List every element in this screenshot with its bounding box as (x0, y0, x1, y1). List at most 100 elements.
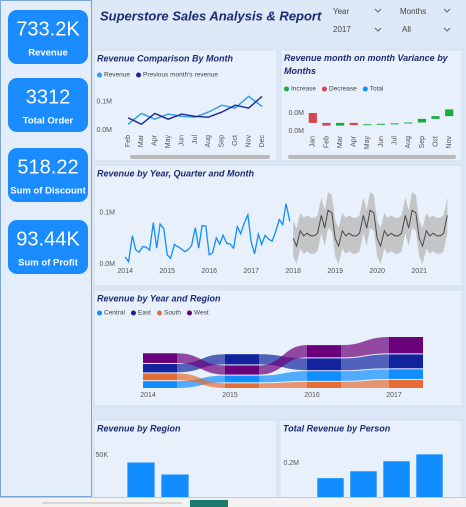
x-tick-label: Dec (259, 135, 266, 148)
legend-label: West (194, 310, 209, 317)
ribbon (259, 345, 307, 375)
line (127, 95, 263, 126)
x-tick-label: Feb (125, 135, 132, 147)
legend-swatch (130, 310, 136, 316)
legend-label: Central (104, 310, 126, 317)
ribbon-block (389, 379, 423, 388)
x-tick-label: Jul (192, 135, 199, 144)
chart-title: Revenue by Year, Quarter and Month (97, 168, 255, 178)
kpi-card (8, 78, 88, 132)
slicer-label: Year (333, 7, 350, 16)
chart-title: Total Revenue by Person (283, 423, 391, 433)
legend-label: Decrease (329, 86, 357, 93)
x-tick-label: Nov (245, 135, 252, 148)
ribbon-block (225, 375, 259, 383)
bar (317, 478, 344, 497)
kpi-card (8, 10, 88, 64)
legend-swatch (362, 86, 368, 92)
chart-title: Revenue Comparison By Month (97, 53, 234, 63)
kpi-value: 93.44K (16, 228, 80, 250)
bar (445, 109, 454, 117)
kpi-value: 3312 (26, 86, 71, 108)
kpi-value: 733.2K (16, 18, 80, 40)
y-tick-label: 0.1M (99, 210, 115, 217)
ribbon-block (307, 381, 341, 388)
x-tick-label: Feb (323, 136, 330, 148)
ribbon-block (143, 381, 177, 388)
x-tick-label: Apr (351, 135, 358, 147)
legend-swatch (136, 72, 142, 78)
legend-swatch (284, 86, 289, 92)
ribbon-block (225, 354, 259, 365)
header (94, 2, 462, 46)
bar (404, 122, 413, 124)
bar (363, 124, 372, 126)
legend-label: Increase (291, 86, 316, 93)
y-tick-label: 50K (96, 452, 109, 459)
x-tick-label: 2021 (411, 268, 427, 275)
kpi-value: 518.22 (17, 156, 78, 178)
legend-label: South (164, 310, 181, 317)
x-tick-label: Aug (205, 135, 212, 148)
ribbon (177, 373, 225, 388)
chart-title: Revenue by Year and Region (97, 293, 221, 303)
scrollbar (288, 155, 456, 159)
bar (349, 122, 358, 126)
slicer-value[interactable]: 2017 (333, 25, 351, 34)
x-tick-label: 2015 (159, 268, 175, 275)
x-tick-label: Jan (310, 136, 317, 147)
ribbon (341, 337, 389, 358)
bar (417, 118, 426, 123)
bar (161, 474, 189, 497)
x-tick-label: Jul (391, 136, 398, 145)
x-tick-label: 2014 (117, 268, 133, 275)
legend-swatch (97, 72, 102, 78)
ribbon (341, 379, 389, 388)
x-tick-label: 2018 (285, 268, 301, 275)
ribbon-block (307, 371, 341, 381)
kpi-label: Sum of Profit (18, 258, 78, 269)
ribbon (341, 369, 389, 381)
slicer-chevrons[interactable] (374, 8, 451, 32)
kpi-card (8, 220, 88, 274)
x-tick-label: Oct (232, 135, 239, 146)
y-tick-label: 0.0M (99, 261, 115, 268)
active-tab[interactable] (190, 500, 228, 507)
line (124, 203, 291, 264)
tab[interactable] (42, 502, 182, 504)
page-tabs (0, 497, 466, 507)
bar (383, 461, 410, 497)
x-tick-label: 2016 (201, 268, 217, 275)
chart-title: Revenue by Region (97, 423, 181, 433)
x-tick-label: 2014 (140, 392, 156, 399)
legend-label: East (138, 310, 151, 317)
x-tick-label: Aug (405, 136, 412, 149)
slicer-label: Months (400, 7, 426, 16)
kpi-label: Total Order (23, 116, 74, 127)
x-tick-label: Apr (152, 134, 159, 146)
y-tick-label: 0.0M (288, 128, 304, 135)
ribbon-block (389, 369, 423, 379)
bar (127, 462, 155, 497)
x-tick-label: Jun (378, 136, 385, 147)
forecast-band (293, 192, 448, 264)
chart-title-box: Revenue month on month Variance by Month… (284, 53, 448, 76)
y-tick-label: 0.0M (96, 127, 112, 134)
x-tick-label: May (364, 136, 371, 150)
slicer-value[interactable]: All (402, 25, 411, 34)
ribbon-block (143, 373, 177, 381)
chart-title: Revenue month on month Variance by Month… (284, 53, 448, 76)
x-tick-label: May (165, 135, 172, 149)
x-tick-label: Mar (337, 135, 344, 148)
ribbon (259, 381, 307, 388)
clipped-charts: 50K 0.2M (96, 452, 443, 497)
ribbon (341, 354, 389, 371)
ribbon-block (389, 354, 423, 369)
bar (390, 123, 399, 125)
scrollbar (130, 155, 270, 159)
x-tick-label: Oct (432, 136, 439, 147)
ribbon-block (143, 353, 177, 363)
x-tick-label: 2016 (304, 392, 320, 399)
panel (280, 49, 463, 162)
